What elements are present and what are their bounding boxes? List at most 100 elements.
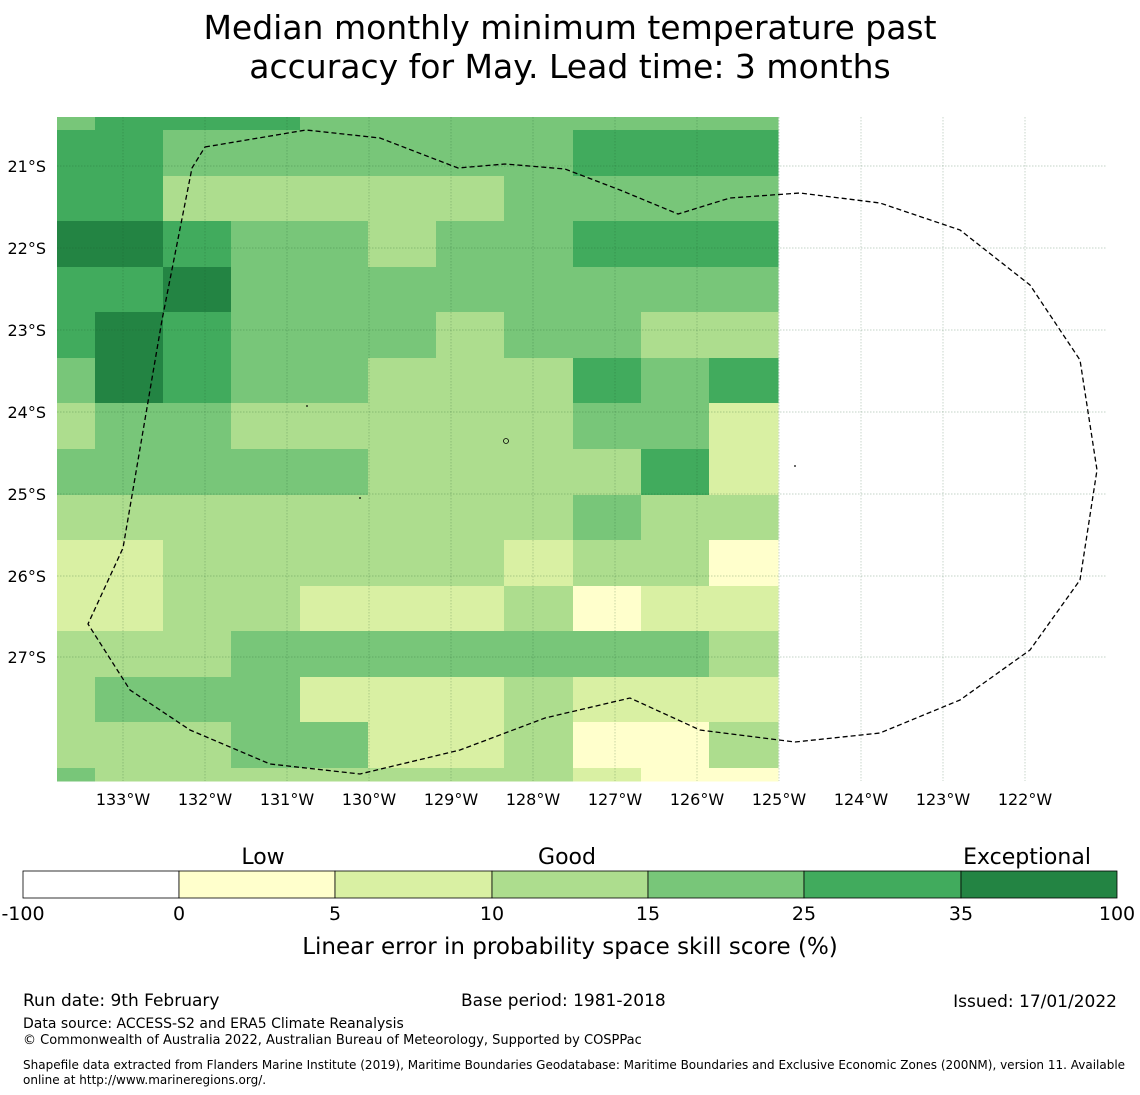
map-cell bbox=[163, 117, 232, 131]
chart-title-line-1: Median monthly minimum temperature past bbox=[203, 8, 937, 47]
map-cell bbox=[231, 768, 301, 782]
map-cell bbox=[436, 768, 505, 782]
map-cell bbox=[95, 267, 164, 313]
map-cell bbox=[300, 495, 369, 541]
base-period: Base period: 1981-2018 bbox=[461, 991, 666, 1011]
lon-tick-label: 125°W bbox=[752, 790, 807, 809]
map-cell bbox=[573, 221, 642, 268]
map-cell bbox=[95, 312, 164, 359]
map-cell bbox=[709, 722, 779, 769]
map-cell bbox=[231, 403, 301, 450]
lon-tick-label: 132°W bbox=[178, 790, 233, 809]
map-cell bbox=[163, 677, 232, 723]
map-cell bbox=[709, 631, 779, 678]
map-cell bbox=[300, 403, 369, 450]
map-cell bbox=[573, 449, 642, 496]
map-cell bbox=[163, 768, 232, 782]
map-cell bbox=[641, 221, 710, 268]
map-cell bbox=[163, 358, 232, 404]
lat-tick-label: 22°S bbox=[7, 239, 46, 258]
island-marker bbox=[794, 465, 796, 467]
lat-tick-label: 23°S bbox=[7, 321, 46, 340]
map-cell bbox=[436, 677, 505, 723]
data-source: Data source: ACCESS-S2 and ERA5 Climate … bbox=[23, 1016, 404, 1032]
map-cell bbox=[231, 495, 301, 541]
map-cell bbox=[163, 631, 232, 678]
map-cell bbox=[231, 631, 301, 678]
colorbar-segment bbox=[960, 870, 1118, 899]
map-cell bbox=[57, 722, 96, 769]
colorbar-tick-label: 15 bbox=[636, 903, 660, 925]
map-cell bbox=[368, 267, 437, 313]
map-cell bbox=[504, 312, 574, 359]
colorbar-label: Linear error in probability space skill … bbox=[302, 934, 838, 960]
map-cell bbox=[57, 495, 96, 541]
map-cell bbox=[504, 130, 574, 177]
island-marker bbox=[359, 497, 361, 499]
map-cell bbox=[95, 117, 164, 131]
map-cell bbox=[573, 631, 642, 678]
map-cell bbox=[95, 221, 164, 268]
map-cell bbox=[300, 540, 369, 587]
colorbar-category-good: Good bbox=[538, 845, 596, 870]
colorbar-tick-label: 5 bbox=[329, 903, 341, 925]
island-markers bbox=[306, 405, 796, 499]
map-cell bbox=[231, 449, 301, 496]
map-cell bbox=[573, 768, 642, 782]
map-cell bbox=[368, 586, 437, 632]
map-cell bbox=[436, 403, 505, 450]
map-cell bbox=[57, 117, 96, 131]
map-cell bbox=[641, 358, 710, 404]
map-cell bbox=[57, 631, 96, 678]
colorbar-tick-label: 25 bbox=[792, 903, 816, 925]
chart-title-line-2: accuracy for May. Lead time: 3 months bbox=[249, 47, 891, 86]
map-cell bbox=[573, 267, 642, 313]
map-cell bbox=[368, 495, 437, 541]
map-cell bbox=[300, 768, 369, 782]
map-cell bbox=[57, 312, 96, 359]
graticule bbox=[57, 117, 1106, 781]
colorbar-segment bbox=[22, 870, 180, 899]
map-cell bbox=[95, 768, 164, 782]
map-cell bbox=[573, 495, 642, 541]
map-cell bbox=[641, 540, 710, 587]
map-cell bbox=[709, 221, 779, 268]
colorbar-segment bbox=[178, 870, 336, 899]
map-cell bbox=[573, 586, 642, 632]
map-cell bbox=[57, 130, 96, 177]
colorbar-tick-label: 100 bbox=[1099, 903, 1135, 925]
colorbar-tick-label: 0 bbox=[173, 903, 185, 925]
colorbar-category-exceptional: Exceptional bbox=[963, 845, 1091, 870]
map-cell bbox=[641, 449, 710, 496]
map-cell bbox=[709, 117, 779, 131]
map-cell bbox=[300, 267, 369, 313]
map-cell bbox=[95, 449, 164, 496]
map-cell bbox=[709, 267, 779, 313]
map-cell bbox=[231, 722, 301, 769]
map-cell bbox=[163, 722, 232, 769]
map-cell bbox=[95, 677, 164, 723]
map-cell bbox=[436, 267, 505, 313]
map-cell bbox=[57, 540, 96, 587]
lat-tick-label: 21°S bbox=[7, 157, 46, 176]
lat-tick-label: 25°S bbox=[7, 485, 46, 504]
map-cell bbox=[300, 586, 369, 632]
map-cell bbox=[300, 631, 369, 678]
map-cell bbox=[641, 176, 710, 222]
map-cell bbox=[57, 449, 96, 496]
map-cell bbox=[504, 267, 574, 313]
map-cell bbox=[504, 768, 574, 782]
map-cell bbox=[231, 176, 301, 222]
map-cell bbox=[504, 495, 574, 541]
map-cell bbox=[709, 540, 779, 587]
lon-tick-label: 123°W bbox=[916, 790, 971, 809]
colorbar-tick-label: -100 bbox=[1, 903, 44, 925]
map-cell bbox=[300, 130, 369, 177]
map-cell bbox=[504, 586, 574, 632]
colorbar-segment bbox=[803, 870, 962, 899]
map-cell bbox=[709, 312, 779, 359]
map-cell bbox=[573, 403, 642, 450]
map-cell bbox=[641, 768, 710, 782]
map-cell bbox=[436, 631, 505, 678]
map-cell bbox=[573, 540, 642, 587]
